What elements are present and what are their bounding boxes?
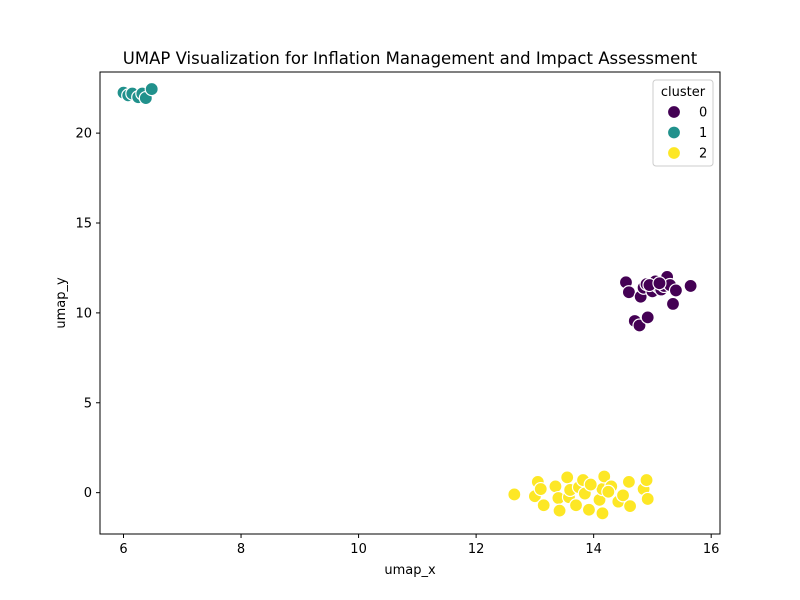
cluster-2-point [533,481,548,497]
y-tick-label: 15 [75,217,92,232]
cluster-2-point [621,474,637,489]
cluster-2-point [639,472,654,488]
cluster-2-point [552,503,567,518]
plot-frame [99,71,721,535]
cluster-2-point [548,479,563,494]
cluster-2-point [507,487,522,502]
cluster-2-point [597,469,612,484]
x-tick-label: 10 [350,542,367,557]
cluster-2-point [601,484,616,499]
y-tick-label: 10 [75,306,92,321]
y-tick-label: 0 [84,486,92,501]
x-tick-label: 16 [703,542,720,557]
data-points [116,81,698,521]
cluster-2-point [560,470,575,485]
cluster-0-point [683,278,698,294]
y-tick-label: 5 [84,396,92,411]
cluster-0-point [640,310,655,325]
legend-title: cluster [661,85,706,100]
legend-label-0: 0 [699,106,707,121]
cluster-2-point [581,502,597,517]
x-tick-label: 8 [237,542,245,557]
cluster-2-point [536,498,551,513]
cluster-2-point [640,491,655,507]
legend-marker-0 [666,104,682,120]
cluster-2-point [595,506,610,521]
legend-marker-2 [666,145,682,161]
cluster-0-point [665,296,681,311]
cluster-0-point [621,285,637,300]
legend-marker-1 [666,125,682,140]
cluster-1-point [144,81,159,97]
legend-label-1: 1 [699,126,707,141]
x-tick-label: 12 [468,542,485,557]
cluster-2-point [568,498,584,513]
cluster-2-point [583,477,598,492]
chart-title: UMAP Visualization for Inflation Managem… [123,49,698,68]
x-tick-label: 14 [585,542,602,557]
x-axis-label: umap_x [384,563,436,578]
legend-label-2: 2 [699,147,707,162]
cluster-0-point [668,283,684,298]
legend: cluster 0 1 2 [652,79,714,167]
y-tick-label: 20 [75,127,92,142]
legend-box [652,79,714,167]
cluster-2-point [622,499,638,514]
cluster-2-point [615,488,631,503]
cluster-0-point [652,276,667,291]
y-axis-label: umap_y [54,277,69,329]
x-tick-label: 6 [119,542,127,557]
